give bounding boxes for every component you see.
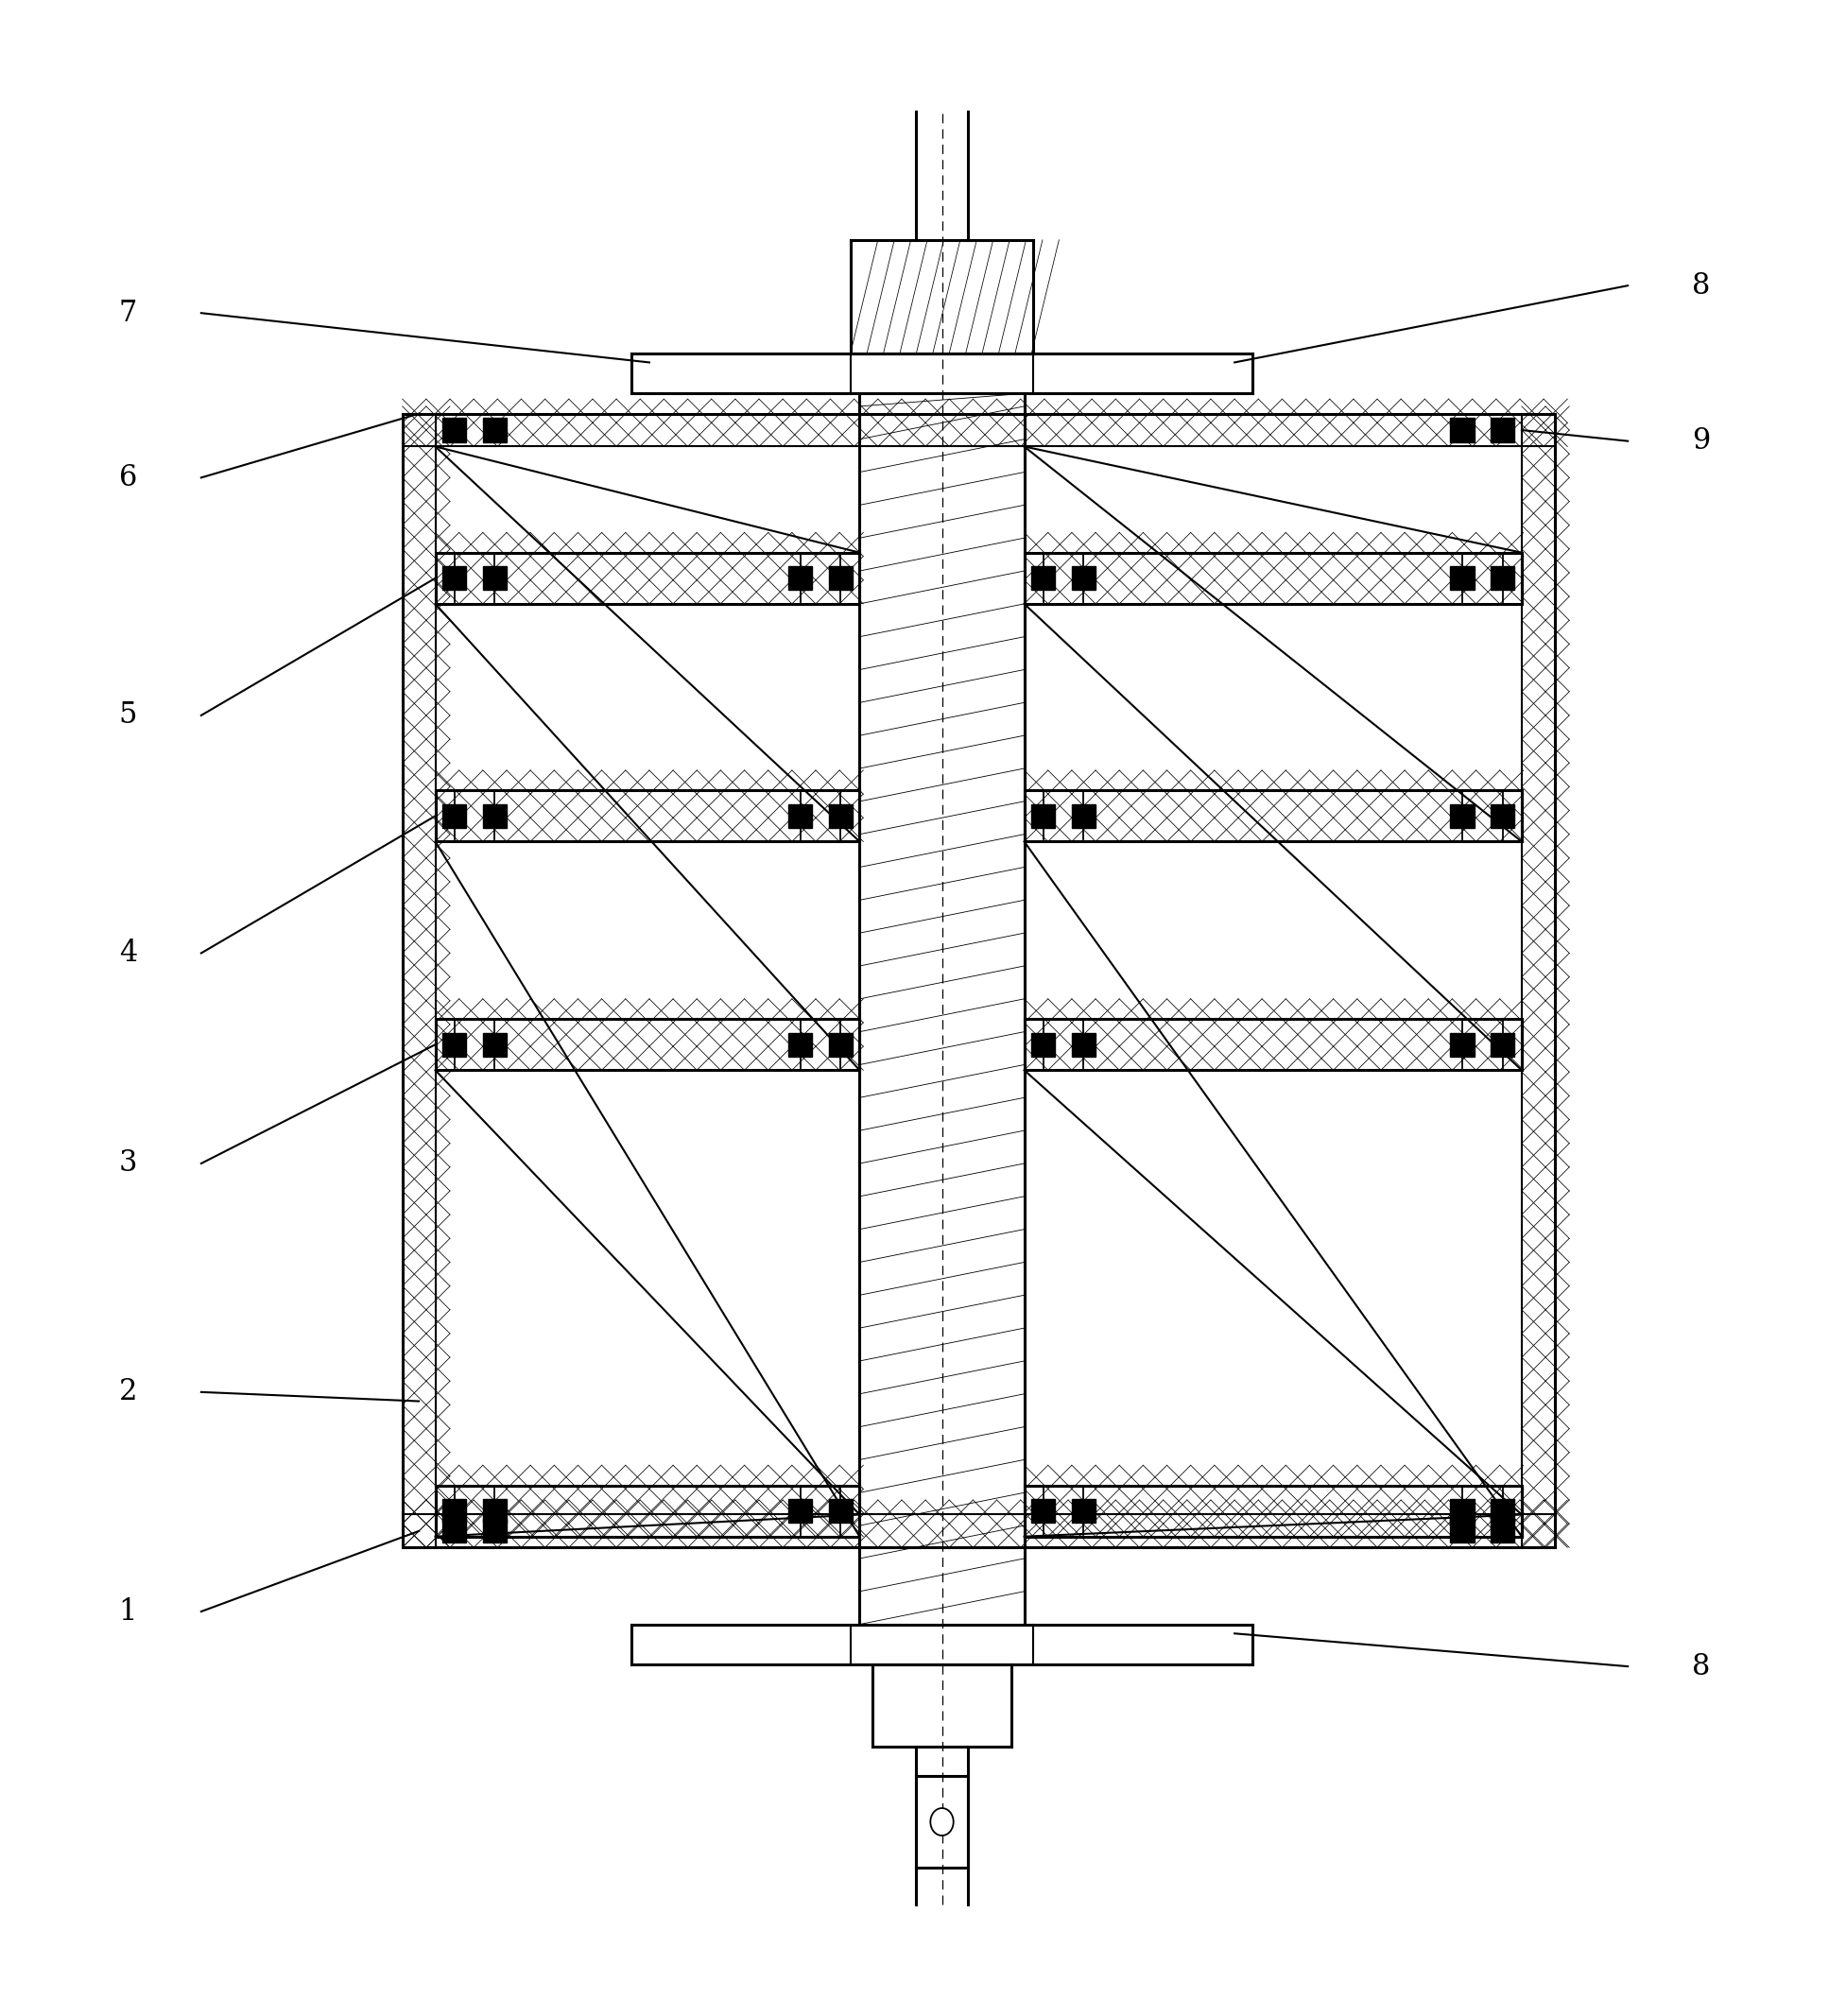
Bar <box>443 1520 466 1542</box>
Bar <box>1032 1032 1055 1056</box>
Text: 2: 2 <box>119 1377 137 1407</box>
Text: 7: 7 <box>119 298 137 329</box>
Bar <box>483 1032 507 1056</box>
Bar <box>1032 1500 1055 1522</box>
Bar <box>1072 566 1096 591</box>
Bar <box>1491 417 1514 442</box>
Bar <box>443 417 466 442</box>
Bar <box>788 566 812 591</box>
Bar <box>1491 566 1514 591</box>
Bar <box>483 1520 507 1542</box>
Text: 8: 8 <box>1692 1651 1710 1681</box>
Bar <box>1491 1032 1514 1056</box>
Bar <box>788 1500 812 1522</box>
Bar <box>483 566 507 591</box>
Bar <box>1072 804 1096 829</box>
Text: 6: 6 <box>119 464 137 492</box>
Bar <box>829 1500 852 1522</box>
Text: 8: 8 <box>1692 270 1710 300</box>
Bar <box>1450 1032 1474 1056</box>
Bar <box>1450 566 1474 591</box>
Text: 3: 3 <box>119 1149 137 1177</box>
Bar <box>443 804 466 829</box>
Bar <box>788 1032 812 1056</box>
Bar <box>1032 566 1055 591</box>
Bar <box>483 1500 507 1522</box>
Bar <box>1072 1032 1096 1056</box>
Text: 5: 5 <box>119 702 137 730</box>
Bar <box>443 566 466 591</box>
Bar <box>1491 1500 1514 1522</box>
Bar <box>829 804 852 829</box>
Bar <box>1072 1500 1096 1522</box>
Bar <box>829 1032 852 1056</box>
Bar <box>1450 1500 1474 1522</box>
Bar <box>483 417 507 442</box>
Bar <box>443 1500 466 1522</box>
Bar <box>1450 1520 1474 1542</box>
Bar <box>1450 804 1474 829</box>
Bar <box>829 566 852 591</box>
Text: 9: 9 <box>1692 427 1710 456</box>
Bar <box>1491 1520 1514 1542</box>
Text: 4: 4 <box>119 939 137 968</box>
Bar <box>1491 804 1514 829</box>
Bar <box>443 1032 466 1056</box>
Bar <box>1032 804 1055 829</box>
Bar <box>1450 417 1474 442</box>
Bar <box>788 804 812 829</box>
Bar <box>483 804 507 829</box>
Ellipse shape <box>931 1808 953 1835</box>
Text: 1: 1 <box>119 1597 137 1627</box>
